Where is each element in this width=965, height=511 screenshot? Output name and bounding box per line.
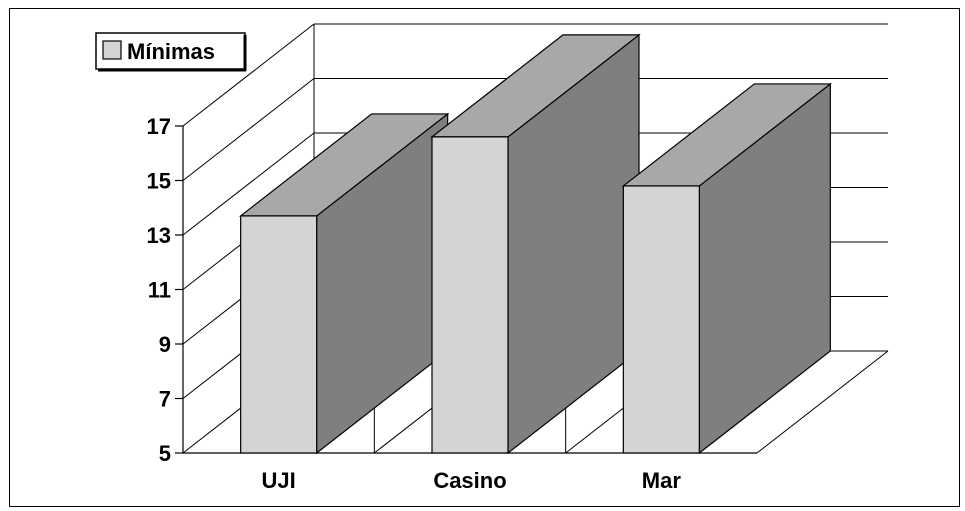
labels-layer: 5 7 9 11 13 15 17 UJI Casino Mar	[147, 114, 682, 493]
legend: Mínimas	[95, 32, 247, 72]
y-tick-label: 7	[159, 387, 171, 412]
chart-frame	[9, 8, 960, 507]
bar-front-face	[431, 136, 509, 454]
side-gridline	[182, 23, 315, 127]
y-tick-label: 15	[147, 169, 171, 194]
bar-uji	[238, 112, 450, 455]
y-tick-label: 13	[147, 223, 171, 248]
y-tick-label: 17	[147, 114, 171, 139]
side-gridline	[182, 78, 315, 181]
legend-label: Mínimas	[127, 39, 215, 64]
x-category-label: Mar	[642, 468, 682, 493]
bars-layer	[238, 33, 833, 455]
bar-front-face	[240, 215, 318, 454]
floor-right-edge	[756, 350, 889, 454]
y-tick-label: 11	[148, 278, 171, 303]
legend-swatch	[102, 40, 122, 60]
x-category-label: UJI	[262, 468, 296, 493]
bar-casino	[430, 33, 641, 455]
y-tick-label: 9	[159, 332, 171, 357]
side-gridline	[182, 132, 315, 236]
bar-mar	[621, 82, 833, 455]
bar-front-face	[622, 185, 700, 454]
y-tick-label: 5	[159, 441, 171, 466]
x-category-label: Casino	[433, 468, 506, 493]
